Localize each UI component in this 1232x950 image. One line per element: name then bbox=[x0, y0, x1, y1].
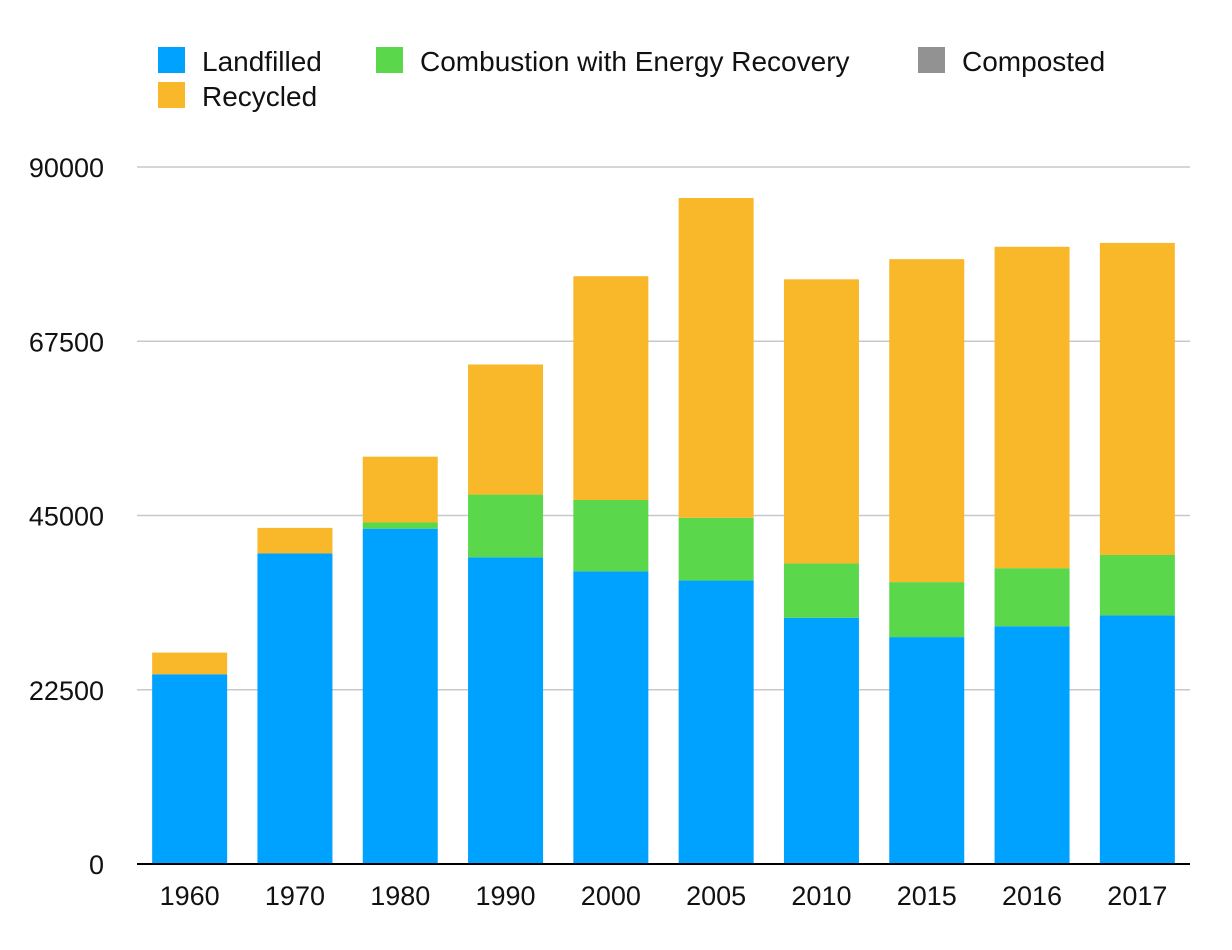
x-tick-label: 2000 bbox=[581, 881, 641, 911]
bar-combustion-with-energy-recovery-2000 bbox=[573, 500, 649, 572]
x-tick-label: 2010 bbox=[791, 881, 851, 911]
legend-item: Combustion with Energy Recovery bbox=[376, 46, 850, 77]
bar-combustion-with-energy-recovery-1990 bbox=[468, 494, 544, 558]
bar-recycled-2010 bbox=[783, 279, 859, 564]
x-tick-label: 1970 bbox=[265, 881, 325, 911]
bar-landfilled-1970 bbox=[257, 553, 333, 864]
bar-combustion-with-energy-recovery-2016 bbox=[994, 568, 1070, 627]
bar-landfilled-2005 bbox=[678, 580, 754, 864]
x-tick-label: 2016 bbox=[1002, 881, 1062, 911]
x-tick-label: 2015 bbox=[897, 881, 957, 911]
bar-recycled-2017 bbox=[1099, 242, 1175, 555]
bar-landfilled-1960 bbox=[152, 674, 228, 864]
x-tick-label: 2005 bbox=[686, 881, 746, 911]
bar-combustion-with-energy-recovery-2005 bbox=[678, 517, 754, 581]
y-tick-label: 90000 bbox=[29, 153, 104, 183]
bar-combustion-with-energy-recovery-1980 bbox=[362, 522, 438, 529]
bar-combustion-with-energy-recovery-2010 bbox=[783, 563, 859, 618]
legend-swatch bbox=[376, 47, 403, 73]
bar-landfilled-1990 bbox=[468, 557, 544, 864]
bar-recycled-2016 bbox=[994, 246, 1070, 569]
legend-label: Recycled bbox=[202, 81, 317, 112]
x-tick-label: 1960 bbox=[160, 881, 220, 911]
y-tick-label: 67500 bbox=[29, 327, 104, 357]
x-tick-label: 2017 bbox=[1107, 881, 1167, 911]
legend-swatch bbox=[158, 47, 185, 73]
x-tick-label: 1980 bbox=[370, 881, 430, 911]
bar-recycled-2015 bbox=[889, 259, 965, 583]
legend-item: Composted bbox=[918, 46, 1105, 77]
bar-recycled-1980 bbox=[362, 456, 438, 523]
bar-recycled-1960 bbox=[152, 652, 228, 675]
legend-label: Composted bbox=[962, 46, 1105, 77]
bar-landfilled-2010 bbox=[783, 617, 859, 864]
bar-combustion-with-energy-recovery-2017 bbox=[1099, 554, 1175, 616]
x-tick-label: 1990 bbox=[476, 881, 536, 911]
legend-item: Recycled bbox=[158, 81, 317, 112]
bar-recycled-1990 bbox=[468, 364, 544, 495]
bar-landfilled-2017 bbox=[1099, 615, 1175, 864]
y-tick-label: 22500 bbox=[29, 676, 104, 706]
legend-label: Landfilled bbox=[202, 46, 322, 77]
legend-swatch bbox=[158, 82, 185, 108]
y-axis-ticks: 0 22500 45000 67500 90000 bbox=[29, 153, 104, 880]
bar-recycled-1970 bbox=[257, 527, 333, 554]
bar-landfilled-2015 bbox=[889, 637, 965, 864]
legend-swatch bbox=[918, 47, 945, 73]
x-axis-ticks: 1960 1970 1980 1990 2000 2005 2010 2015 2016 2017 bbox=[160, 881, 1168, 911]
bars bbox=[152, 197, 1175, 864]
legend-item: Landfilled bbox=[158, 46, 322, 77]
y-tick-label: 0 bbox=[89, 850, 104, 880]
legend-label: Combustion with Energy Recovery bbox=[420, 46, 850, 77]
bar-combustion-with-energy-recovery-2015 bbox=[889, 582, 965, 638]
y-tick-label: 45000 bbox=[29, 502, 104, 532]
bar-recycled-2005 bbox=[678, 197, 754, 518]
bar-recycled-2000 bbox=[573, 276, 649, 501]
bar-landfilled-2000 bbox=[573, 571, 649, 864]
bar-landfilled-1980 bbox=[362, 528, 438, 864]
bar-landfilled-2016 bbox=[994, 626, 1070, 864]
legend: Landfilled Combustion with Energy Recover… bbox=[158, 46, 1105, 112]
